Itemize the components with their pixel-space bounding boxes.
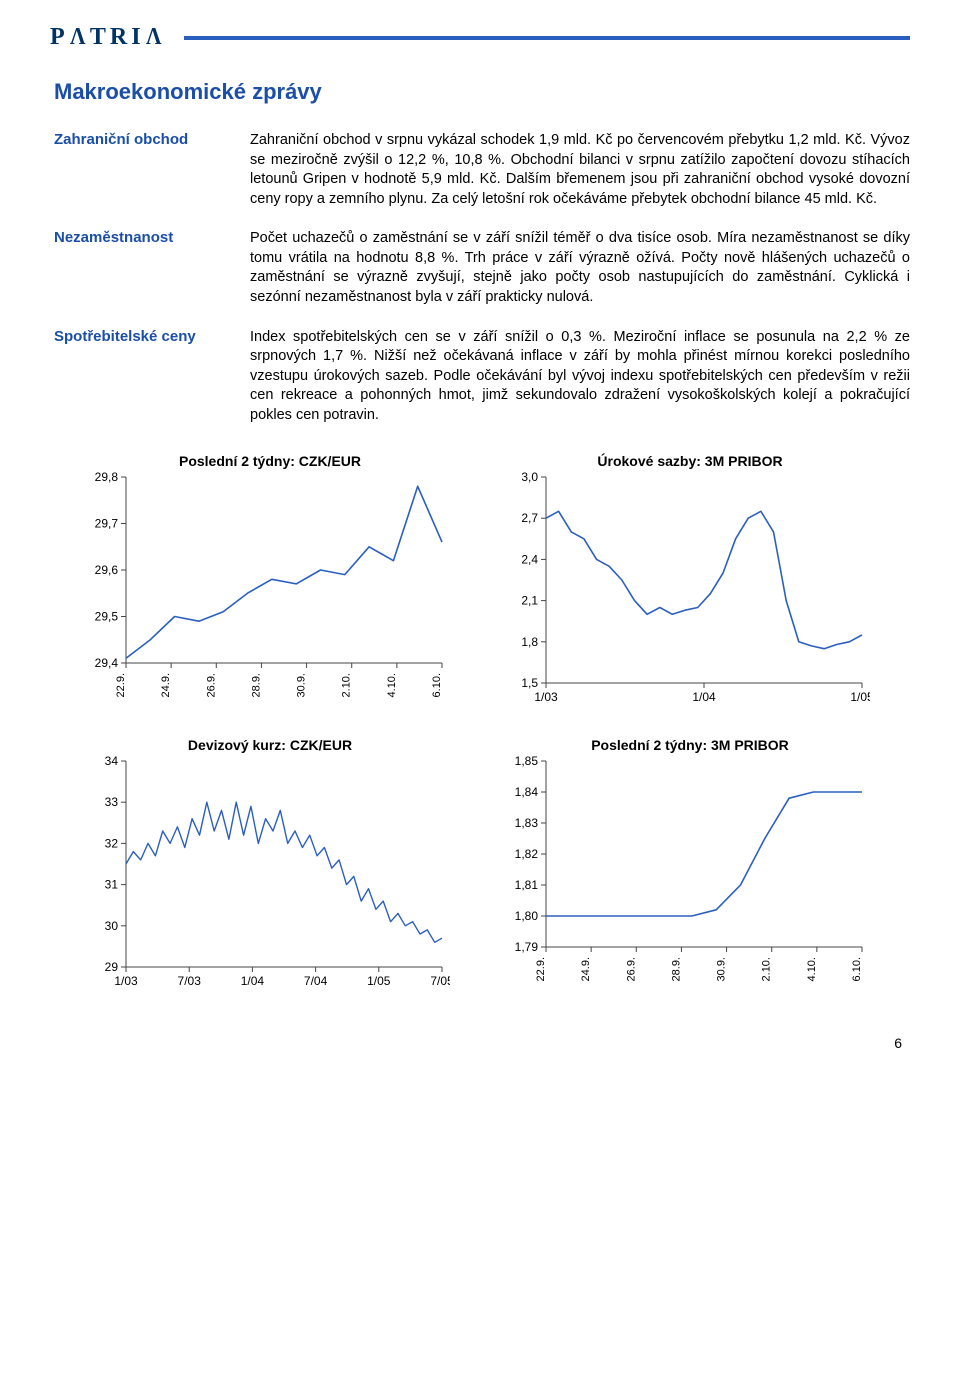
section-body: Počet uchazečů o zaměstnání se v září sn… <box>250 229 910 307</box>
svg-text:1,81: 1,81 <box>515 878 539 892</box>
svg-text:3,0: 3,0 <box>521 471 538 484</box>
logo: PΛTRIΛ <box>50 24 166 51</box>
section-label: Nezaměstnanost <box>50 229 250 246</box>
svg-text:2,1: 2,1 <box>521 594 538 608</box>
svg-text:4.10.: 4.10. <box>386 673 398 697</box>
svg-text:7/04: 7/04 <box>304 974 328 988</box>
svg-text:1/05: 1/05 <box>850 690 870 704</box>
svg-text:6.10.: 6.10. <box>851 957 863 981</box>
chart-3m-pribor-rates: Úrokové sazby: 3M PRIBOR 3,0 2,7 2,4 2,1 1,8 1… <box>500 453 880 711</box>
svg-text:29,7: 29,7 <box>95 517 119 531</box>
chart-title: Poslední 2 týdny: CZK/EUR <box>80 453 460 469</box>
charts-grid: Poslední 2 týdny: CZK/EUR 29,8 29,7 29,6 29,… <box>50 453 910 995</box>
svg-text:1,79: 1,79 <box>515 940 539 954</box>
svg-text:22.9.: 22.9. <box>535 957 547 981</box>
svg-text:22.9.: 22.9. <box>115 673 127 697</box>
svg-text:1,84: 1,84 <box>515 785 539 799</box>
section-label: Spotřebitelské ceny <box>50 328 250 345</box>
svg-text:29,8: 29,8 <box>95 471 119 484</box>
svg-text:32: 32 <box>105 837 119 851</box>
svg-text:28.9.: 28.9. <box>250 673 262 697</box>
svg-text:1,80: 1,80 <box>515 909 539 923</box>
svg-text:1/04: 1/04 <box>241 974 265 988</box>
svg-text:30: 30 <box>105 919 119 933</box>
svg-text:2.10.: 2.10. <box>341 673 353 697</box>
chart-czk-eur-fx: Devizový kurz: CZK/EUR 34 33 32 31 30 291/03 7/… <box>80 737 460 995</box>
chart-3m-pribor-2w: Poslední 2 týdny: 3M PRIBOR 1,85 1,84 1,83 1… <box>500 737 880 995</box>
svg-text:1/05: 1/05 <box>367 974 391 988</box>
svg-text:28.9.: 28.9. <box>670 957 682 981</box>
svg-text:1/03: 1/03 <box>534 690 558 704</box>
svg-text:2,4: 2,4 <box>521 553 538 567</box>
svg-text:1,5: 1,5 <box>521 676 538 690</box>
svg-text:34: 34 <box>105 755 119 768</box>
svg-text:33: 33 <box>105 796 119 810</box>
svg-text:7/05: 7/05 <box>430 974 450 988</box>
section-spotrebitelske-ceny: Spotřebitelské ceny Index spotřebitelský… <box>50 328 910 426</box>
svg-text:29,4: 29,4 <box>95 656 119 670</box>
header-rule <box>184 36 910 40</box>
svg-text:31: 31 <box>105 878 119 892</box>
section-body: Zahraniční obchod v srpnu vykázal schode… <box>250 131 910 209</box>
svg-text:24.9.: 24.9. <box>580 957 592 981</box>
svg-text:29,5: 29,5 <box>95 610 119 624</box>
svg-text:1/04: 1/04 <box>692 690 716 704</box>
svg-text:1,82: 1,82 <box>515 847 539 861</box>
page-number: 6 <box>50 1035 910 1051</box>
chart-title: Poslední 2 týdny: 3M PRIBOR <box>500 737 880 753</box>
svg-text:2.10.: 2.10. <box>761 957 773 981</box>
svg-text:1/03: 1/03 <box>114 974 138 988</box>
svg-text:6.10.: 6.10. <box>431 673 443 697</box>
header: PΛTRIΛ <box>50 24 910 51</box>
svg-text:26.9.: 26.9. <box>625 957 637 981</box>
svg-text:1,83: 1,83 <box>515 816 539 830</box>
svg-text:4.10.: 4.10. <box>806 957 818 981</box>
svg-text:26.9.: 26.9. <box>205 673 217 697</box>
svg-text:7/03: 7/03 <box>178 974 202 988</box>
page-title: Makroekonomické zprávy <box>54 79 910 105</box>
svg-text:29: 29 <box>105 960 119 974</box>
svg-text:30.9.: 30.9. <box>296 673 308 697</box>
svg-text:24.9.: 24.9. <box>160 673 172 697</box>
section-body: Index spotřebitelských cen se v září sní… <box>250 328 910 426</box>
section-label: Zahraniční obchod <box>50 131 250 148</box>
svg-text:29,6: 29,6 <box>95 563 119 577</box>
section-nezamestnanost: Nezaměstnanost Počet uchazečů o zaměstná… <box>50 229 910 307</box>
chart-czk-eur-2w: Poslední 2 týdny: CZK/EUR 29,8 29,7 29,6 29,… <box>80 453 460 711</box>
svg-text:30.9.: 30.9. <box>716 957 728 981</box>
svg-text:2,7: 2,7 <box>521 512 538 526</box>
svg-text:1,8: 1,8 <box>521 635 538 649</box>
chart-title: Úrokové sazby: 3M PRIBOR <box>500 453 880 469</box>
chart-title: Devizový kurz: CZK/EUR <box>80 737 460 753</box>
svg-text:1,85: 1,85 <box>515 755 539 768</box>
section-zahranicni-obchod: Zahraniční obchod Zahraniční obchod v sr… <box>50 131 910 209</box>
